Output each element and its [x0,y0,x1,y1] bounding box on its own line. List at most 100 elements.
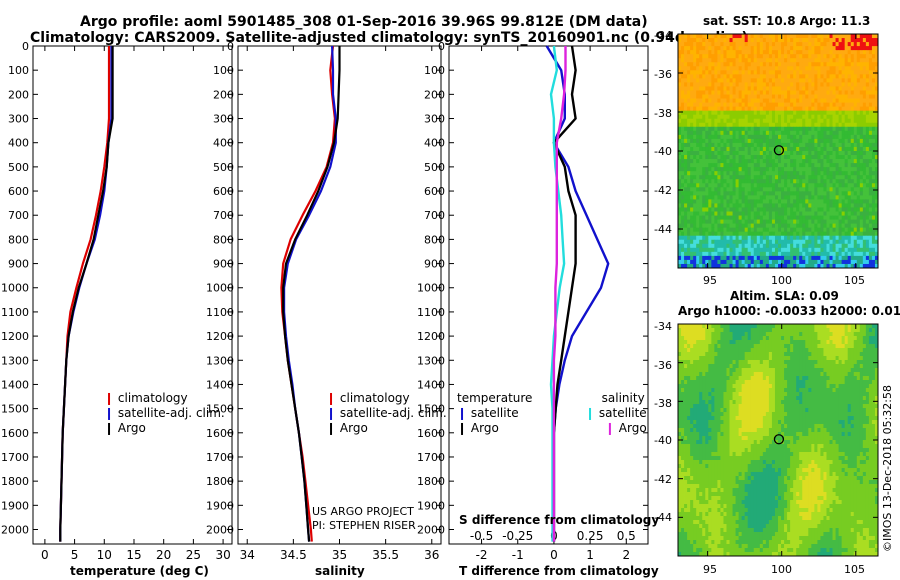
legend-item: ❙ satellite [457,406,519,420]
depth-label-temp: 300 [8,113,29,126]
legend-item: ❙ satellite-adj. clim. [326,406,447,420]
temperature-xlabel: temperature (deg C) [70,564,209,578]
series-line-argo [282,46,341,542]
depth-label-sal: 300 [213,113,234,126]
depth-label-temp: 1300 [1,354,29,367]
legend-label: Argo [470,421,499,435]
x-tick-label: 0 [550,548,558,562]
salinity-panel: 34 34.5 35 35.5 36 [237,45,442,562]
series-line-argo [59,46,114,542]
legend-label: satellite [470,406,519,420]
depth-label-sal: 1900 [206,499,234,512]
legend-label: Argo [618,421,647,435]
legend-label: satellite [598,406,647,420]
legend-label: Argo [117,421,146,435]
diff-temperature-legend: temperature ❙ satellite ❙ Argo [457,391,532,436]
depth-label-diff: 1200 [417,330,445,343]
plot-frame [237,45,442,545]
depth-label-diff: 1400 [417,378,445,391]
credit-line-2: PI: STEPHEN RISER [312,519,416,532]
difference-panel: -2 -1 0 1 2-0.5 -0.25 0 0.25 0.5 [448,45,649,562]
x-tick-label: 5 [71,548,79,562]
legend-label: climatology [339,391,410,405]
s-tick-label: 0.25 [577,529,604,543]
depth-label-diff: 200 [424,88,445,101]
depth-label-sal: 1100 [206,306,234,319]
diff-salinity-legend: salinity ❙ satellite ❙ Argo [585,391,647,436]
depth-label-temp: 1600 [1,427,29,440]
depth-label-sal: 0 [227,40,234,53]
x-tick-label: 25 [186,548,201,562]
depth-label-diff: 500 [424,161,445,174]
difference-top-label: S difference from climatology [459,513,660,527]
temperature-legend: ❙ climatology ❙ satellite-adj. clim. ❙ A… [104,391,225,436]
legend-item: ❙ Argo [457,421,499,435]
depth-label-diff: 1300 [417,354,445,367]
sla-map-title-2: Argo h1000: -0.0033 h2000: 0.013 [678,304,900,318]
depth-label-temp: 800 [8,233,29,246]
depth-label-diff: 600 [424,185,445,198]
x-tick-label: -2 [476,548,488,562]
depth-label-sal: 1200 [206,330,234,343]
depth-label-sal: 900 [213,258,234,271]
x-tick-label: 1 [586,548,594,562]
depth-label-temp: 1800 [1,475,29,488]
depth-label-temp: 700 [8,209,29,222]
depth-label-diff: 1000 [417,282,445,295]
depth-label-diff: 900 [424,258,445,271]
depth-label-temp: 1500 [1,403,29,416]
sla-map-title-1: Altim. SLA: 0.09 [730,289,839,303]
x-tick-label: 35.5 [372,548,399,562]
depth-label-temp: 900 [8,258,29,271]
credit-line-1: US ARGO PROJECT [312,505,414,518]
depth-label-sal: 1000 [206,282,234,295]
depth-label-diff: 1800 [417,475,445,488]
x-tick-label: -1 [512,548,524,562]
depth-label-temp: 1400 [1,378,29,391]
salinity-legend: ❙ climatology ❙ satellite-adj. clim. ❙ A… [326,391,447,436]
depth-axis-labels: 0100200300400500600700800900100011001200… [1,40,445,536]
x-tick-label: 34 [240,548,255,562]
x-tick-label: 2 [622,548,630,562]
depth-label-temp: 1000 [1,282,29,295]
x-tick-label: 10 [97,548,112,562]
legend-label: Argo [339,421,368,435]
x-tick-label: 15 [126,548,141,562]
series-line-satellite-adj-clim- [283,45,337,542]
depth-label-diff: 1900 [417,499,445,512]
depth-label-sal: 1700 [206,451,234,464]
depth-label-sal: 400 [213,137,234,150]
depth-label-temp: 2000 [1,523,29,536]
plot-frame [448,45,649,545]
legend-label: satellite-adj. clim. [339,406,447,420]
s-tick-label: 0.5 [617,529,636,543]
legend-item: ❙ satellite [585,406,647,420]
x-tick-label: 36 [424,548,439,562]
depth-label-temp: 1700 [1,451,29,464]
depth-label-diff: 300 [424,113,445,126]
depth-label-sal: 1400 [206,378,234,391]
depth-label-sal: 500 [213,161,234,174]
depth-label-diff: 0 [438,40,445,53]
depth-label-sal: 200 [213,88,234,101]
x-tick-label: 20 [156,548,171,562]
series-line-climatology [280,45,336,542]
difference-xlabel: T difference from climatology [459,564,659,578]
depth-label-diff: 400 [424,137,445,150]
x-tick-label: 34.5 [280,548,307,562]
depth-label-temp: 200 [8,88,29,101]
depth-label-temp: 100 [8,64,29,77]
depth-label-diff: 800 [424,233,445,246]
legend-item: ❙ satellite-adj. clim. [104,406,225,420]
legend-item: ❙ climatology [104,391,188,405]
depth-label-diff: 100 [424,64,445,77]
legend-label: climatology [117,391,188,405]
depth-label-sal: 1800 [206,475,234,488]
legend-item: ❙ Argo [104,421,146,435]
depth-label-sal: 800 [213,233,234,246]
legend-item: ❙ climatology [326,391,410,405]
depth-label-sal: 700 [213,209,234,222]
legend-title: salinity [601,391,645,405]
sst-map-title: sat. SST: 10.8 Argo: 11.3 [703,14,871,28]
temperature-panel: 0 5 10 15 20 25 30 [32,45,233,562]
